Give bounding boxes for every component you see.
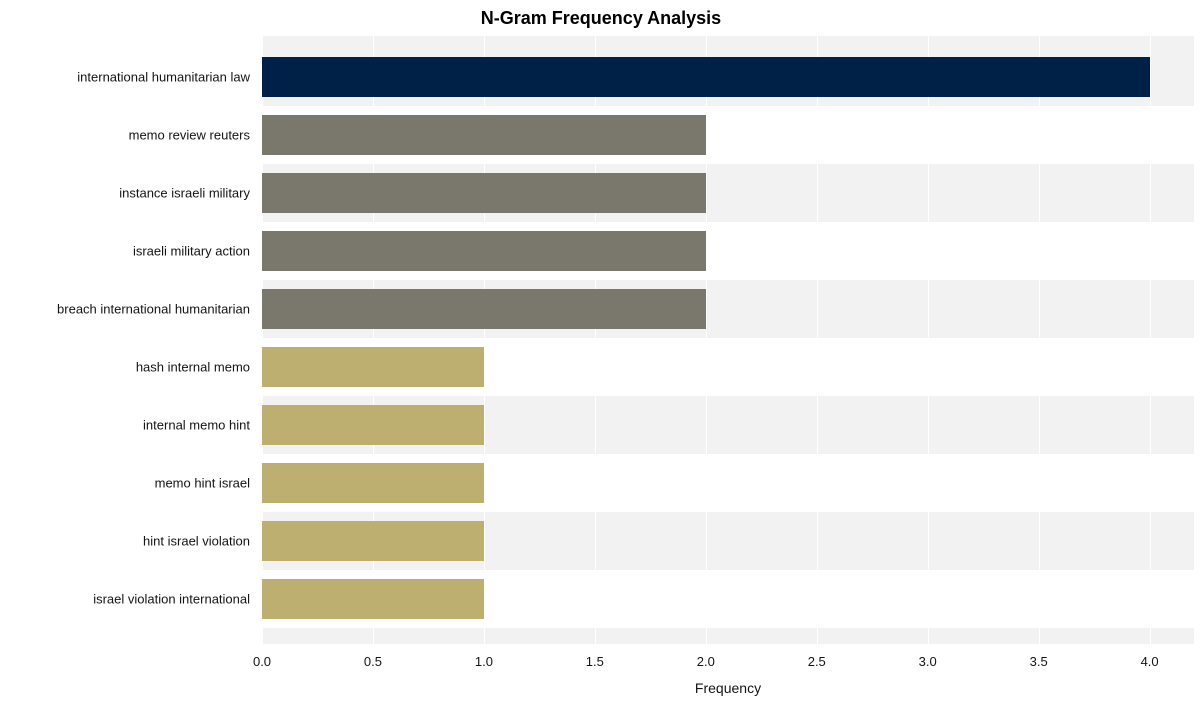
x-tick-label: 2.5 <box>808 644 826 669</box>
gridline <box>1150 36 1151 644</box>
gridline <box>1039 36 1040 644</box>
bar <box>262 173 706 213</box>
ngram-chart: N-Gram Frequency Analysis international … <box>0 0 1202 701</box>
x-tick-label: 0.5 <box>364 644 382 669</box>
bar <box>262 115 706 155</box>
category-label: memo hint israel <box>155 476 262 491</box>
x-tick-label: 3.5 <box>1030 644 1048 669</box>
category-label: international humanitarian law <box>77 70 262 85</box>
bar <box>262 289 706 329</box>
category-label: internal memo hint <box>143 418 262 433</box>
bar <box>262 231 706 271</box>
bar <box>262 347 484 387</box>
gridline <box>817 36 818 644</box>
category-label: instance israeli military <box>119 186 262 201</box>
category-label: breach international humanitarian <box>57 302 262 317</box>
category-label: israel violation international <box>93 592 262 607</box>
x-tick-label: 3.0 <box>919 644 937 669</box>
plot-area: international humanitarian lawmemo revie… <box>262 36 1194 644</box>
category-label: israeli military action <box>133 244 262 259</box>
x-tick-label: 4.0 <box>1141 644 1159 669</box>
row-band <box>262 628 1194 644</box>
gridline <box>706 36 707 644</box>
row-band <box>262 36 1194 48</box>
bar <box>262 521 484 561</box>
x-tick-label: 0.0 <box>253 644 271 669</box>
bar <box>262 579 484 619</box>
bar <box>262 405 484 445</box>
x-tick-label: 1.0 <box>475 644 493 669</box>
x-tick-label: 1.5 <box>586 644 604 669</box>
bar <box>262 463 484 503</box>
chart-title: N-Gram Frequency Analysis <box>0 8 1202 29</box>
category-label: hash internal memo <box>136 360 262 375</box>
category-label: hint israel violation <box>143 534 262 549</box>
bar <box>262 57 1150 97</box>
category-label: memo review reuters <box>129 128 262 143</box>
x-tick-label: 2.0 <box>697 644 715 669</box>
x-axis-title: Frequency <box>262 680 1194 696</box>
gridline <box>928 36 929 644</box>
